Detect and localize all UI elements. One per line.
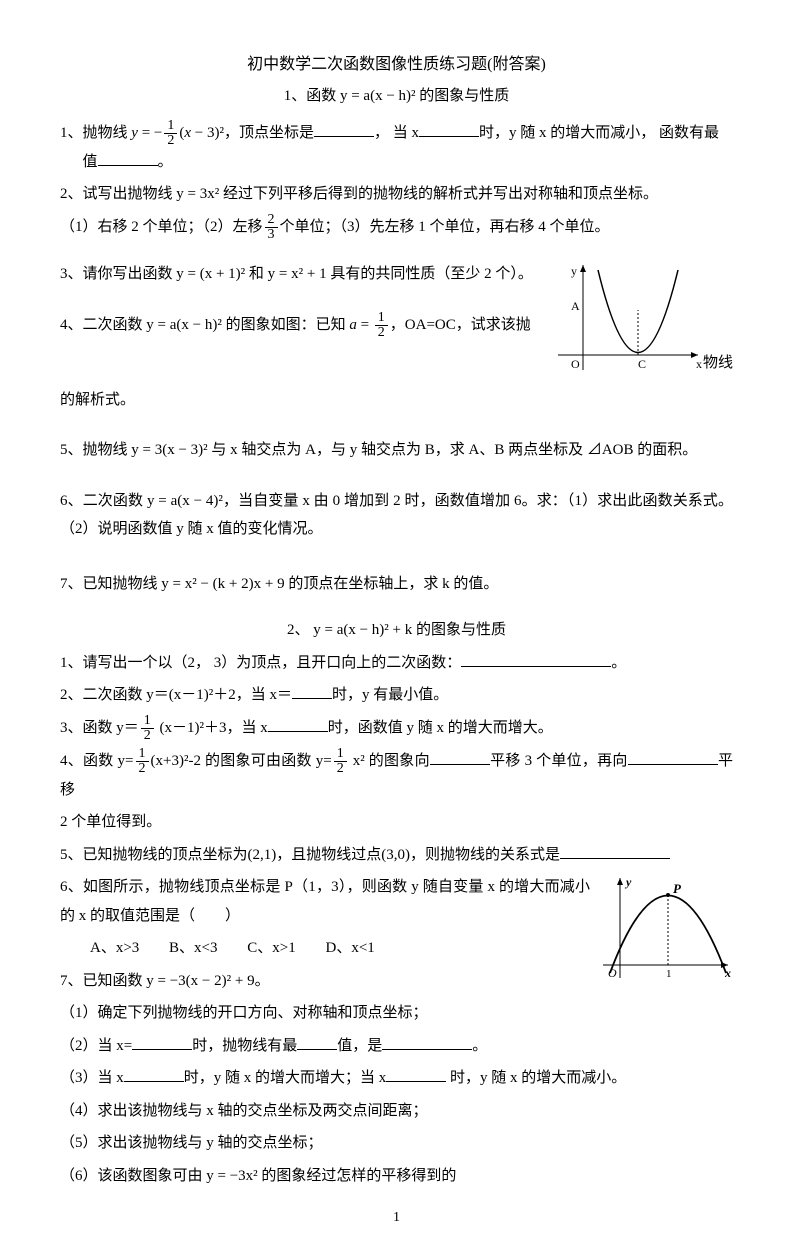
- s2-q2-b: 时，y 有最小值。: [332, 687, 448, 703]
- blank: [461, 651, 611, 667]
- s2-q4-c: x² 的图象向: [349, 753, 430, 769]
- s2-q2-a: 2、二次函数 y＝(x－1)²＋2，当 x＝: [60, 687, 292, 703]
- s2-q4f: 2 个单位得到。: [60, 808, 733, 837]
- s2-q5: 5、已知抛物线的顶点坐标为(2,1)，且抛物线过点(3,0)，则抛物线的关系式是: [60, 841, 733, 870]
- option-a: A、x>3: [90, 940, 139, 956]
- s2-q6-options: A、x>3 B、x<3 C、x>1 D、x<1: [60, 934, 590, 963]
- s2-q3-c: 时，函数值 y 随 x 的增大而增大。: [328, 720, 553, 736]
- s1-q3: 3、请你写出函数 y = (x + 1)² 和 y = x² + 1 具有的共同…: [60, 260, 545, 289]
- s1-q1: 1、抛物线 y = −12(x − 3)²，顶点坐标是， 当 x时，y 随 x …: [60, 119, 733, 177]
- svg-text:1: 1: [666, 968, 672, 980]
- blank: [430, 749, 490, 765]
- blank: [292, 683, 332, 699]
- svg-text:O: O: [608, 966, 617, 980]
- svg-text:A: A: [571, 299, 580, 313]
- s1-q1-text-c: ， 当 x: [374, 125, 419, 141]
- s2-q1-a: 1、请写出一个以（2， 3）为顶点，且开口向上的二次函数：: [60, 655, 461, 671]
- s2-q7-3a: （3）当 x: [60, 1070, 124, 1086]
- s2-q7-3: （3）当 x 时，y 随 x 的增大而增大；当 x 时，y 随 x 的增大而减小。: [60, 1064, 733, 1093]
- s2-q7: 7、已知函数 y = −3(x − 2)² + 9。: [60, 967, 590, 996]
- s2-q2: 2、二次函数 y＝(x－1)²＋2，当 x＝ 时，y 有最小值。: [60, 681, 733, 710]
- svg-text:y: y: [571, 264, 577, 278]
- s2-q7-3b: 时，y 随 x 的增大而增大；当 x: [184, 1070, 387, 1086]
- section-1-text: 1、函数 y = a(x − h)² 的图象与性质: [284, 88, 510, 104]
- s1-q2-sub: （1）右移 2 个单位；（2）左移23个单位；（3）先左移 1 个单位，再右移 …: [60, 213, 733, 242]
- s1-q4-a: 4、二次函数 y = a(x − h)² 的图象如图：已知: [60, 317, 349, 333]
- s2-q7-4: （4）求出该抛物线与 x 轴的交点坐标及两交点间距离；: [60, 1097, 733, 1126]
- s1-q2-text: 2、试写出抛物线 y = 3x² 经过下列平移后得到的抛物线的解析式并写出对称轴…: [60, 186, 658, 202]
- s2-q6: 6、如图所示，抛物线顶点坐标是 P（1，3），则函数 y 随自变量 x 的增大而…: [60, 873, 590, 930]
- s1-q7: 7、已知抛物线 y = x² − (k + 2)x + 9 的顶点在坐标轴上，求…: [60, 570, 733, 599]
- s1-q1-text-a: 1、抛物线: [60, 125, 131, 141]
- option-b: B、x<3: [169, 940, 217, 956]
- blank: [560, 843, 670, 859]
- s2-q5-a: 5、已知抛物线的顶点坐标为(2,1)，且抛物线过点(3,0)，则抛物线的关系式是: [60, 847, 560, 863]
- svg-text:y: y: [624, 875, 632, 889]
- svg-text:x: x: [724, 966, 731, 980]
- svg-text:x: x: [696, 357, 702, 371]
- s2-q1: 1、请写出一个以（2， 3）为顶点，且开口向上的二次函数： 。: [60, 649, 733, 678]
- s2-q7-6: （6）该函数图象可由 y = −3x² 的图象经过怎样的平移得到的: [60, 1162, 733, 1191]
- blank: [124, 1066, 184, 1082]
- page-title: 初中数学二次函数图像性质练习题(附答案): [60, 50, 733, 80]
- option-d: D、x<1: [325, 940, 374, 956]
- blank: [382, 1034, 472, 1050]
- s2-q1-b: 。: [611, 655, 626, 671]
- s1-q1-text-d: 时，y 随 x 的增大而减小， 函数有最: [479, 125, 719, 141]
- s1-q5: 5、抛物线 y = 3(x − 3)² 与 x 轴交点为 A，与 y 轴交点为 …: [60, 436, 733, 465]
- s1-q4: 4、二次函数 y = a(x − h)² 的图象如图：已知 a = 12，OA=…: [60, 311, 545, 340]
- s2-q4: 4、函数 y=12(x+3)²-2 的图象可由函数 y=12 x² 的图象向平移…: [60, 747, 733, 805]
- s1-q2s-text: （1）右移 2 个单位；（2）左移: [60, 219, 263, 235]
- s2-q7-2d: 。: [472, 1038, 487, 1054]
- blank: [628, 749, 718, 765]
- s2-q7-1: （1）确定下列抛物线的开口方向、对称轴和顶点坐标；: [60, 999, 590, 1028]
- blank: [314, 121, 374, 137]
- s2-q4-d: 平移 3 个单位，再向: [490, 753, 628, 769]
- svg-text:C: C: [638, 357, 646, 371]
- s2-q4-a: 4、函数 y=: [60, 753, 134, 769]
- svg-text:O: O: [571, 357, 580, 371]
- s2-q7-5: （5）求出该抛物线与 y 轴的交点坐标；: [60, 1129, 733, 1158]
- blank: [386, 1066, 446, 1082]
- blank: [98, 150, 158, 166]
- section-1-title: 1、函数 y = a(x − h)² 的图象与性质: [60, 82, 733, 111]
- s1-q1-text-f: 。: [158, 154, 173, 170]
- s1-q4-d: 的解析式。: [60, 386, 733, 415]
- blank: [132, 1034, 192, 1050]
- figure-1-parabola-up: O x y A C: [553, 260, 703, 386]
- s1-q6: 6、二次函数 y = a(x − 4)²，当自变量 x 由 0 增加到 2 时，…: [60, 487, 733, 544]
- s2-q7-2c: 值，是: [337, 1038, 382, 1054]
- blank: [268, 716, 328, 732]
- s2-q3: 3、函数 y＝12 (x－1)²＋3，当 x时，函数值 y 随 x 的增大而增大…: [60, 714, 733, 743]
- s1-q1-text-b: ，顶点坐标是: [224, 125, 314, 141]
- s2-q7-3c: 时，y 随 x 的增大而减小。: [446, 1070, 626, 1086]
- option-c: C、x>1: [247, 940, 295, 956]
- s1-q4-c: 物线: [703, 355, 733, 371]
- s2-q7-2a: （2）当 x=: [60, 1038, 132, 1054]
- s2-q7-2: （2）当 x= 时，抛物线有最 值，是 。: [60, 1032, 590, 1061]
- s2-q3-b: (x－1)²＋3，当 x: [156, 720, 268, 736]
- page-number: 1: [60, 1205, 733, 1232]
- s1-q2s2-text: 个单位；（3）先左移 1 个单位，再右移 4 个单位。: [280, 219, 610, 235]
- section-2-title: 2、 y = a(x − h)² + k 的图象与性质: [60, 616, 733, 645]
- blank: [419, 121, 479, 137]
- s1-q2: 2、试写出抛物线 y = 3x² 经过下列平移后得到的抛物线的解析式并写出对称轴…: [60, 180, 733, 209]
- blank: [297, 1034, 337, 1050]
- s2-q7-2b: 时，抛物线有最: [192, 1038, 297, 1054]
- figure-2-parabola-down: O x y P 1: [598, 873, 733, 994]
- s2-q3-a: 3、函数 y＝: [60, 720, 139, 736]
- svg-text:P: P: [673, 881, 682, 896]
- s1-q4-b: ，OA=OC，试求该抛: [390, 317, 531, 333]
- s2-q4-b: (x+3)²-2 的图象可由函数 y=: [151, 753, 332, 769]
- s1-q1-text-e: 值: [83, 154, 98, 170]
